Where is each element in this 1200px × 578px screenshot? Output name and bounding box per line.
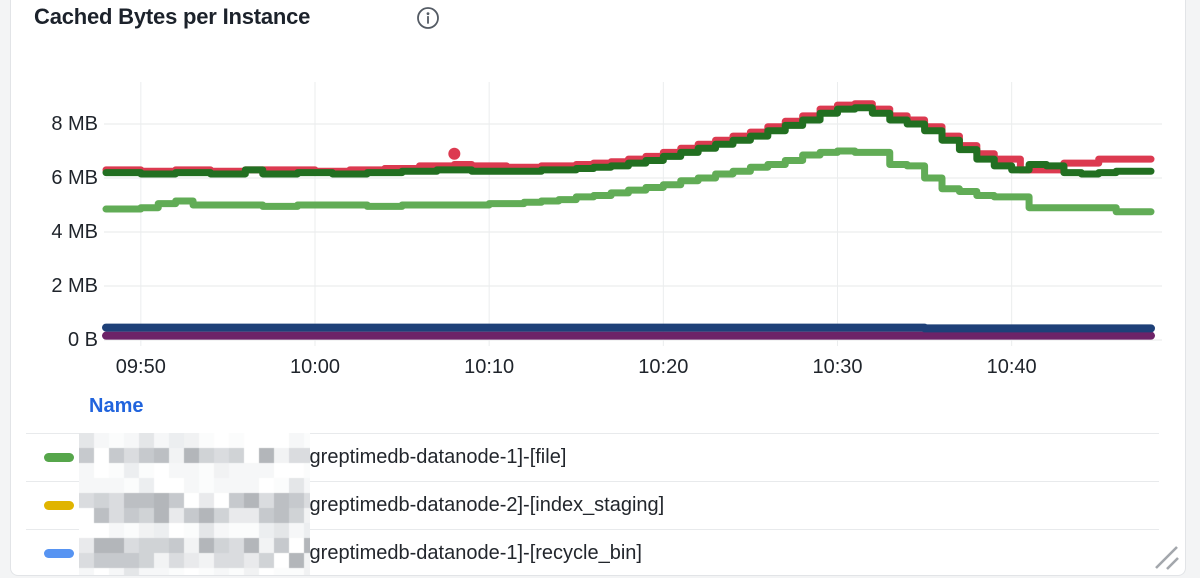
y-tick-label: 4 MB <box>51 221 98 243</box>
panel-resize-handle[interactable] <box>1151 542 1181 572</box>
redacted-text-mosaic <box>79 433 310 575</box>
legend-header-name[interactable]: Name <box>89 395 144 417</box>
y-tick-label: 2 MB <box>51 275 98 297</box>
x-tick-label: 10:30 <box>812 356 863 378</box>
series-color-swatch[interactable] <box>44 501 74 510</box>
chart-panel: Cached Bytes per Instance 0 B 2 MB 4 MB 6 M… <box>10 0 1186 576</box>
y-tick-label: 6 MB <box>51 167 98 189</box>
x-tick-label: 10:20 <box>638 356 689 378</box>
legend-row[interactable]: [greptimedb-datanode-1]-[file] <box>26 433 1159 481</box>
info-icon[interactable] <box>416 6 440 30</box>
x-tick-label: 10:40 <box>986 356 1037 378</box>
chart-plot[interactable] <box>11 0 1185 575</box>
series-name[interactable]: [greptimedb-datanode-1]-[file] <box>304 446 567 468</box>
legend-table: [greptimedb-datanode-1]-[file] [greptime… <box>26 433 1159 575</box>
panel-title[interactable]: Cached Bytes per Instance <box>34 4 311 29</box>
series-name[interactable]: [greptimedb-datanode-2]-[index_staging] <box>304 494 665 516</box>
x-tick-label: 10:10 <box>464 356 515 378</box>
series-name[interactable]: [greptimedb-datanode-1]-[recycle_bin] <box>304 542 642 564</box>
x-tick-label: 10:00 <box>289 356 341 378</box>
y-tick-label: 8 MB <box>51 113 98 135</box>
series-color-swatch[interactable] <box>44 549 74 558</box>
series-color-swatch[interactable] <box>44 453 74 462</box>
y-tick-label: 0 B <box>67 329 98 351</box>
legend-row[interactable]: [greptimedb-datanode-1]-[recycle_bin] <box>26 529 1159 575</box>
legend-row[interactable]: [greptimedb-datanode-2]-[index_staging] <box>26 481 1159 529</box>
x-tick-label: 09:50 <box>115 356 166 378</box>
